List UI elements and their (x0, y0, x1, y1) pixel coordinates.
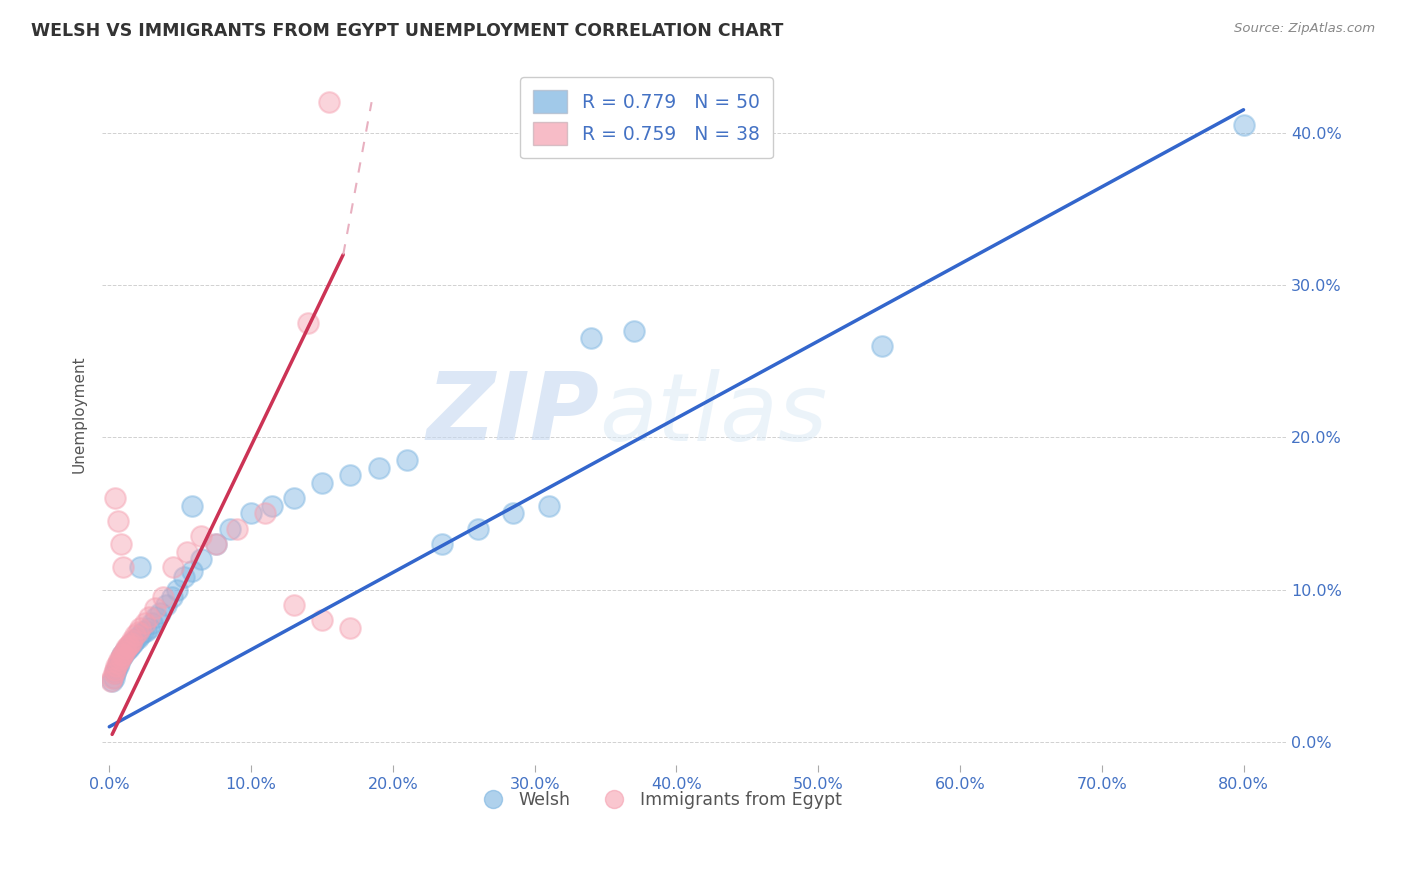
Point (101, 671, 124, 685)
Point (339, 468, 361, 483)
Point (160, 591, 183, 605)
Point (114, 643, 136, 657)
Point (120, 636, 142, 650)
Point (155, 598, 177, 612)
Point (173, 570, 195, 584)
Point (339, 621, 361, 635)
Point (127, 632, 149, 646)
Point (254, 507, 277, 521)
Point (162, 559, 184, 574)
Point (120, 638, 142, 652)
Point (107, 658, 129, 673)
Point (108, 653, 131, 667)
Point (204, 537, 226, 551)
Point (112, 648, 135, 662)
Point (395, 453, 418, 467)
Point (135, 624, 157, 638)
Point (112, 647, 135, 661)
Point (112, 559, 135, 574)
Point (240, 507, 263, 521)
Point (149, 606, 172, 620)
Point (114, 643, 136, 657)
Point (105, 658, 128, 673)
Point (190, 529, 212, 543)
Point (105, 664, 128, 678)
Point (124, 632, 146, 647)
Point (623, 324, 645, 338)
Point (107, 514, 129, 528)
Point (225, 522, 247, 536)
Point (110, 651, 132, 665)
Point (115, 640, 138, 655)
Point (103, 671, 125, 685)
Point (117, 640, 139, 655)
Point (166, 582, 188, 597)
Point (537, 499, 560, 513)
Point (121, 636, 143, 650)
Point (283, 598, 305, 612)
Point (218, 522, 240, 536)
Point (101, 674, 124, 689)
Point (104, 666, 127, 681)
Point (117, 639, 139, 653)
Y-axis label: Unemployment: Unemployment (72, 356, 86, 474)
Point (104, 491, 127, 506)
Point (110, 537, 132, 551)
Point (311, 475, 333, 490)
Point (110, 651, 132, 665)
Point (318, 95, 340, 110)
Point (502, 507, 524, 521)
Point (129, 628, 152, 642)
Point (152, 591, 174, 605)
Point (111, 648, 134, 662)
Point (127, 625, 149, 640)
Point (122, 636, 145, 650)
Point (111, 648, 134, 662)
Point (297, 316, 319, 330)
Point (103, 666, 125, 681)
Point (118, 640, 141, 655)
Point (283, 491, 305, 506)
Point (432, 537, 454, 551)
Point (134, 616, 156, 631)
Text: WELSH VS IMMIGRANTS FROM EGYPT UNEMPLOYMENT CORRELATION CHART: WELSH VS IMMIGRANTS FROM EGYPT UNEMPLOYM… (31, 22, 783, 40)
Text: ZIP: ZIP (426, 368, 599, 460)
Point (121, 632, 143, 647)
Point (138, 621, 160, 635)
Point (367, 460, 389, 475)
Point (311, 613, 333, 627)
Point (190, 552, 212, 566)
Point (581, 331, 603, 345)
Text: atlas: atlas (599, 369, 828, 460)
Point (129, 621, 152, 635)
Text: Source: ZipAtlas.com: Source: ZipAtlas.com (1234, 22, 1375, 36)
Point (870, 339, 893, 353)
Point (132, 625, 155, 640)
Point (124, 628, 146, 642)
Point (176, 544, 198, 558)
Point (141, 616, 163, 631)
Point (100, 674, 122, 689)
Point (180, 565, 202, 579)
Point (115, 643, 138, 657)
Legend: Welsh, Immigrants from Egypt: Welsh, Immigrants from Egypt (468, 784, 849, 816)
Point (262, 499, 284, 513)
Point (108, 656, 131, 670)
Point (129, 559, 152, 574)
Point (143, 601, 166, 615)
Point (180, 499, 202, 513)
Point (467, 522, 489, 536)
Point (145, 610, 167, 624)
Point (204, 537, 226, 551)
Point (104, 664, 127, 678)
Point (138, 610, 160, 624)
Point (1232, 118, 1254, 132)
Point (107, 656, 129, 670)
Point (118, 638, 141, 652)
